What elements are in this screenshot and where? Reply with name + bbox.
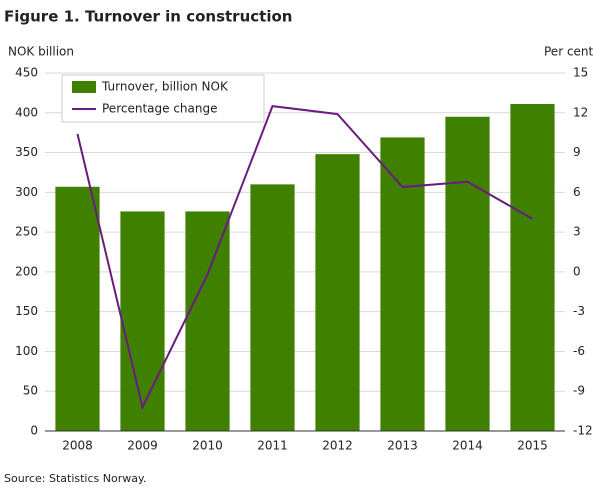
- y-tick-label: 250: [15, 225, 38, 239]
- line: [76, 105, 533, 411]
- y-tick-label: 50: [23, 384, 38, 398]
- y2-tick-label: -9: [573, 384, 585, 398]
- y-tick-label: 100: [15, 344, 38, 358]
- y-tick-label: 150: [15, 304, 38, 318]
- bar: [445, 116, 490, 431]
- x-tick-label: 2009: [127, 439, 158, 453]
- y2-tick-label: 6: [573, 185, 581, 199]
- x-tick-label: 2008: [62, 439, 93, 453]
- y-tick-label: 400: [15, 105, 38, 119]
- x-tick-label: 2014: [452, 439, 483, 453]
- legend-label: Percentage change: [102, 102, 217, 116]
- bar: [55, 186, 100, 431]
- y-tick-label: 0: [30, 424, 38, 438]
- x-tick-label: 2013: [387, 439, 418, 453]
- y-tick-label: 450: [15, 66, 38, 80]
- y-tick-label: 200: [15, 264, 38, 278]
- x-tick-label: 2011: [257, 439, 288, 453]
- bar: [510, 104, 555, 431]
- y2-tick-label: 3: [573, 225, 581, 239]
- y2-tick-label: -6: [573, 344, 585, 358]
- x-tick-label: 2015: [517, 439, 548, 453]
- y-tick-label: 300: [15, 185, 38, 199]
- bar: [380, 137, 425, 431]
- y2-axis-label: Per cent: [544, 45, 594, 59]
- legend-swatch: [72, 81, 96, 93]
- bar: [185, 211, 230, 431]
- y2-tick-label: 0: [573, 264, 581, 278]
- x-tick-label: 2012: [322, 439, 353, 453]
- bar: [250, 184, 295, 431]
- y2-tick-label: -12: [573, 424, 593, 438]
- y-axis-label: NOK billion: [8, 45, 74, 59]
- source: Source: Statistics Norway.: [4, 472, 146, 485]
- bar: [315, 154, 360, 431]
- y2-tick-label: 15: [573, 66, 588, 80]
- legend-label: Turnover, billion NOK: [101, 80, 229, 94]
- chart-title: Figure 1. Turnover in construction: [4, 8, 292, 26]
- x-tick-label: 2010: [192, 439, 223, 453]
- y2-tick-label: 12: [573, 105, 588, 119]
- y2-tick-label: -3: [573, 304, 585, 318]
- y2-tick-label: 9: [573, 145, 581, 159]
- y-tick-label: 350: [15, 145, 38, 159]
- bar: [120, 211, 165, 431]
